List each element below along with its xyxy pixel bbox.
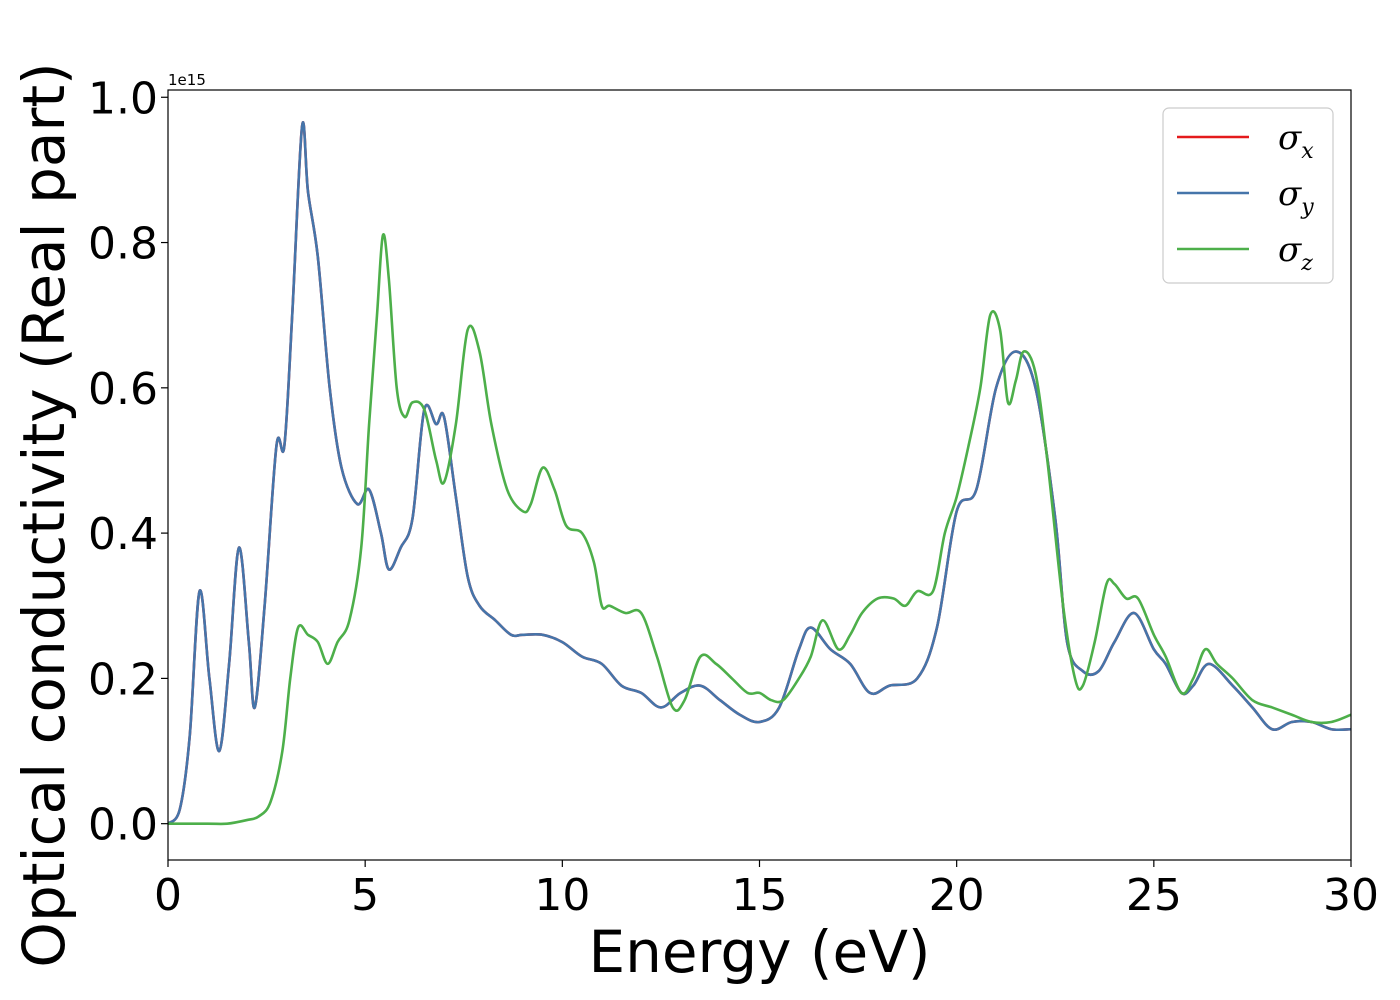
x-tick-label: 25: [1126, 870, 1182, 921]
x-axis-ticks: 0 5 10 15 20 25 30: [154, 860, 1379, 921]
y-tick-label: 0.4: [88, 509, 158, 560]
series-line-y: [168, 121, 1351, 825]
x-tick-label: 0: [154, 870, 182, 921]
x-axis-label: Energy (eV): [588, 918, 930, 986]
x-tick-label: 15: [732, 870, 788, 921]
y-tick-label: 0.6: [88, 364, 158, 415]
y-axis-ticks: 0.0 0.2 0.4 0.6 0.8 1.0: [88, 73, 168, 851]
y-tick-label: 1.0: [88, 73, 158, 124]
series-line-z: [168, 233, 1351, 826]
x-tick-label: 10: [534, 870, 590, 921]
y-axis-label: Optical conductivity (Real part): [10, 62, 78, 967]
legend-box: [1162, 107, 1334, 284]
y-tick-label: 0.8: [88, 219, 158, 270]
x-tick-label: 20: [929, 870, 985, 921]
x-tick-label: 30: [1323, 870, 1379, 921]
series-layer: [168, 121, 1351, 826]
y-tick-label: 0.0: [88, 800, 158, 851]
y-tick-label: 0.2: [88, 654, 158, 705]
y-axis-offset-text: 1e15: [168, 71, 206, 89]
x-tick-label: 5: [351, 870, 379, 921]
